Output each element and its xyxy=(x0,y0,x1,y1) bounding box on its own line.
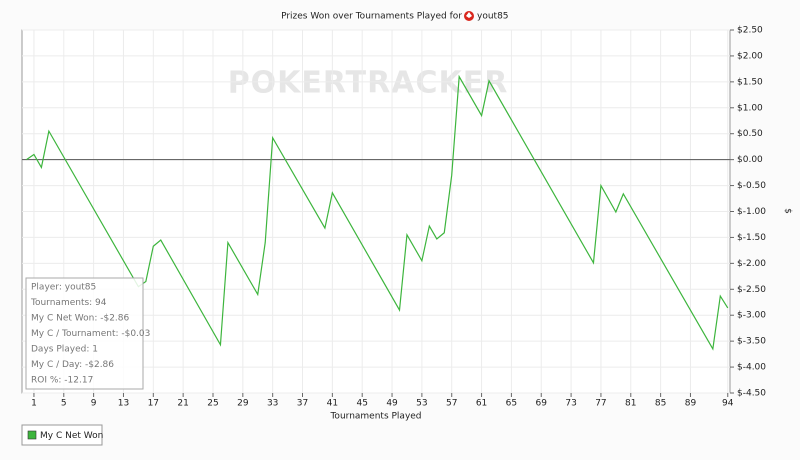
stats-line: Tournaments: 94 xyxy=(30,298,107,308)
x-tick-label: 21 xyxy=(177,399,188,409)
y-tick-label: $-4.50 xyxy=(737,389,766,399)
x-tick-label: 9 xyxy=(91,399,97,409)
chart-title-player: yout85 xyxy=(477,12,509,22)
x-tick-label: 25 xyxy=(207,399,218,409)
x-tick-label: 89 xyxy=(685,399,697,409)
y-tick-label: $-3.50 xyxy=(737,337,766,347)
stats-line: My C / Day: -$2.86 xyxy=(31,360,114,370)
series-line xyxy=(26,74,729,351)
x-tick-label: 57 xyxy=(446,399,457,409)
x-tick-label: 81 xyxy=(625,399,636,409)
x-tick-label: 69 xyxy=(536,399,548,409)
chart-title: Prizes Won over Tournaments Played for xyxy=(281,12,462,22)
watermark: POKERTRACKER xyxy=(228,66,509,101)
y-tick-label: $-4.00 xyxy=(737,363,766,373)
stats: Player: yout85 Tournaments: 94 My C Net Wo… xyxy=(30,283,150,386)
x-tick-label: 61 xyxy=(476,399,487,409)
y-tick-label: $-1.50 xyxy=(737,233,766,243)
site-icon xyxy=(464,11,474,21)
y-tick-label: $2.50 xyxy=(737,26,763,36)
stats-line: My C / Tournament: -$0.03 xyxy=(31,329,150,339)
plot: $2.50 $2.00 $1.50 $1.00 $0.50 $0.00 $-0.50 $-1.… xyxy=(22,26,766,409)
y-tick-label: $1.50 xyxy=(737,77,763,87)
y-tick-label: $2.00 xyxy=(737,51,763,61)
x-tick-label: 33 xyxy=(267,399,278,409)
legend xyxy=(21,424,103,446)
x-tick-label: 45 xyxy=(356,399,367,409)
x-tick-label: 77 xyxy=(595,399,606,409)
stats-line: My C Net Won: -$2.86 xyxy=(31,314,130,324)
legend-label: My C Net Won xyxy=(40,431,103,441)
legend-swatch xyxy=(27,430,37,440)
y-tick-label: $-2.00 xyxy=(737,259,766,269)
y-tick-label: $-0.50 xyxy=(737,181,766,191)
x-tick-label: 49 xyxy=(386,399,398,409)
stats-box xyxy=(25,277,144,390)
y-tick-label: $0.50 xyxy=(737,129,763,139)
x-tick-label: 41 xyxy=(327,399,338,409)
x-tick-label: 13 xyxy=(118,399,129,409)
y-tick-label: $-3.00 xyxy=(737,311,766,321)
y-tick-label: $-2.50 xyxy=(737,285,766,295)
x-tick-label: 17 xyxy=(148,399,159,409)
y-tick-label: $0.00 xyxy=(737,155,763,165)
x-tick-label: 29 xyxy=(237,399,249,409)
y-axis-label: $ xyxy=(783,208,793,214)
x-tick-label: 37 xyxy=(297,399,308,409)
x-tick-label: 73 xyxy=(565,399,576,409)
y-tick-label: $1.00 xyxy=(737,103,763,113)
x-tick-label: 53 xyxy=(416,399,427,409)
stats-line: Player: yout85 xyxy=(31,283,96,293)
x-axis-label: Tournaments Played xyxy=(329,412,421,422)
stats-line: Days Played: 1 xyxy=(31,345,98,355)
x-tick-label: 1 xyxy=(31,399,37,409)
x-tick-label: 94 xyxy=(722,399,734,409)
x-tick-label: 85 xyxy=(655,399,666,409)
x-tick-label: 5 xyxy=(61,399,67,409)
x-tick-label: 65 xyxy=(506,399,517,409)
y-tick-label: $-1.00 xyxy=(737,207,766,217)
stats-line: ROI %: -12.17 xyxy=(31,376,93,386)
